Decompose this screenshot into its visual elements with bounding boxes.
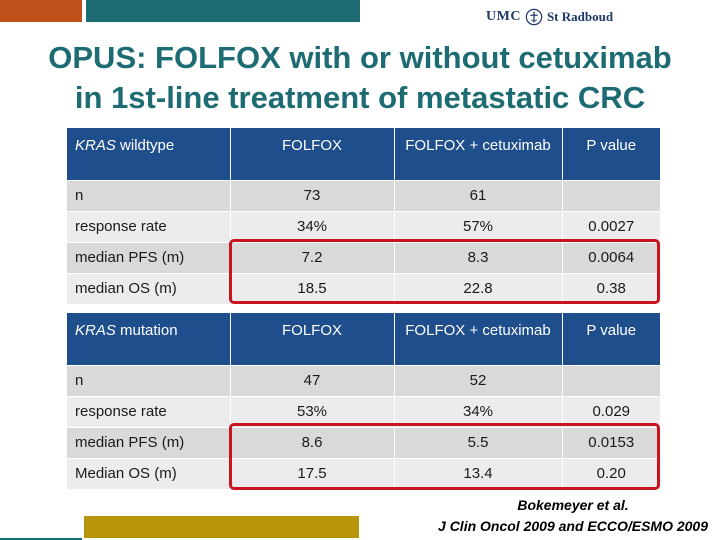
cell-value: 47	[230, 364, 395, 396]
row-label: n	[67, 364, 231, 396]
table-row: median OS (m) 18.5 22.8 0.38	[67, 272, 660, 304]
row-label: median PFS (m)	[67, 241, 231, 273]
kras-label: KRAS	[75, 322, 116, 339]
logo-text-umc: UMC	[486, 9, 521, 24]
column-header-folfox: FOLFOX	[230, 313, 395, 365]
table-row: response rate 34% 57% 0.0027	[67, 210, 660, 242]
cell-value: 34%	[394, 395, 563, 427]
cell-value: 7.2	[230, 241, 395, 273]
table-header-row: KRAS mutation FOLFOX FOLFOX + cetuximab …	[67, 313, 660, 365]
cell-value: 61	[394, 179, 563, 211]
row-label: median PFS (m)	[67, 426, 231, 458]
table-row: n 73 61	[67, 179, 660, 211]
cell-value: 0.0153	[562, 426, 660, 458]
cell-value: 0.029	[562, 395, 660, 427]
cell-value: 18.5	[230, 272, 395, 304]
table-row: median PFS (m) 8.6 5.5 0.0153	[67, 426, 660, 458]
row-label: n	[67, 179, 231, 211]
cell-value: 13.4	[394, 457, 563, 489]
cell-value: 57%	[394, 210, 563, 242]
row-label: response rate	[67, 210, 231, 242]
cell-value	[562, 364, 660, 396]
group-label: wildtype	[115, 137, 175, 154]
kras-wildtype-table: KRAS wildtype FOLFOX FOLFOX + cetuximab …	[67, 128, 660, 304]
row-label: median OS (m)	[67, 272, 231, 304]
group-label: mutation	[115, 322, 178, 339]
top-teal-bar	[86, 0, 360, 22]
cell-value: 22.8	[394, 272, 563, 304]
table-header-row: KRAS wildtype FOLFOX FOLFOX + cetuximab …	[67, 128, 660, 180]
bottom-gold-bar	[84, 516, 359, 538]
cell-value: 8.6	[230, 426, 395, 458]
cell-value: 5.5	[394, 426, 563, 458]
table-row: n 47 52	[67, 364, 660, 396]
citation-authors: Bokemeyer et al.	[517, 497, 629, 513]
column-header-folfox: FOLFOX	[230, 128, 395, 180]
column-header-folfox-cetuximab: FOLFOX + cetuximab	[394, 128, 563, 180]
cell-value: 8.3	[394, 241, 563, 273]
citation: Bokemeyer et al. J Clin Oncol 2009 and E…	[438, 495, 708, 537]
group-header: KRAS mutation	[67, 313, 231, 365]
column-header-folfox-cetuximab: FOLFOX + cetuximab	[394, 313, 563, 365]
cell-value: 34%	[230, 210, 395, 242]
kras-label: KRAS	[75, 137, 116, 154]
row-label: Median OS (m)	[67, 457, 231, 489]
cell-value	[562, 179, 660, 211]
cell-value: 0.0064	[562, 241, 660, 273]
table-row: response rate 53% 34% 0.029	[67, 395, 660, 427]
cell-value: 73	[230, 179, 395, 211]
seal-icon	[525, 8, 543, 26]
cell-value: 0.0027	[562, 210, 660, 242]
citation-source: J Clin Oncol 2009 and ECCO/ESMO 2009	[438, 518, 708, 534]
cell-value: 53%	[230, 395, 395, 427]
title-line-1: OPUS: FOLFOX with or without cetuximab	[48, 40, 672, 75]
cell-value: 17.5	[230, 457, 395, 489]
umc-logo: UMC St Radboud	[486, 6, 613, 28]
column-header-p-value: P value	[562, 128, 660, 180]
slide-title: OPUS: FOLFOX with or without cetuximab i…	[0, 38, 720, 118]
group-header: KRAS wildtype	[67, 128, 231, 180]
column-header-p-value: P value	[562, 313, 660, 365]
table-row: Median OS (m) 17.5 13.4 0.20	[67, 457, 660, 489]
top-orange-bar	[0, 0, 82, 22]
cell-value: 0.38	[562, 272, 660, 304]
cell-value: 52	[394, 364, 563, 396]
logo-text-radboud: St Radboud	[546, 9, 614, 24]
title-line-2: in 1st-line treatment of metastatic CRC	[74, 80, 646, 115]
cell-value: 0.20	[562, 457, 660, 489]
bottom-teal-bar	[0, 538, 82, 540]
kras-mutation-table: KRAS mutation FOLFOX FOLFOX + cetuximab …	[67, 313, 660, 489]
table-row: median PFS (m) 7.2 8.3 0.0064	[67, 241, 660, 273]
row-label: response rate	[67, 395, 231, 427]
